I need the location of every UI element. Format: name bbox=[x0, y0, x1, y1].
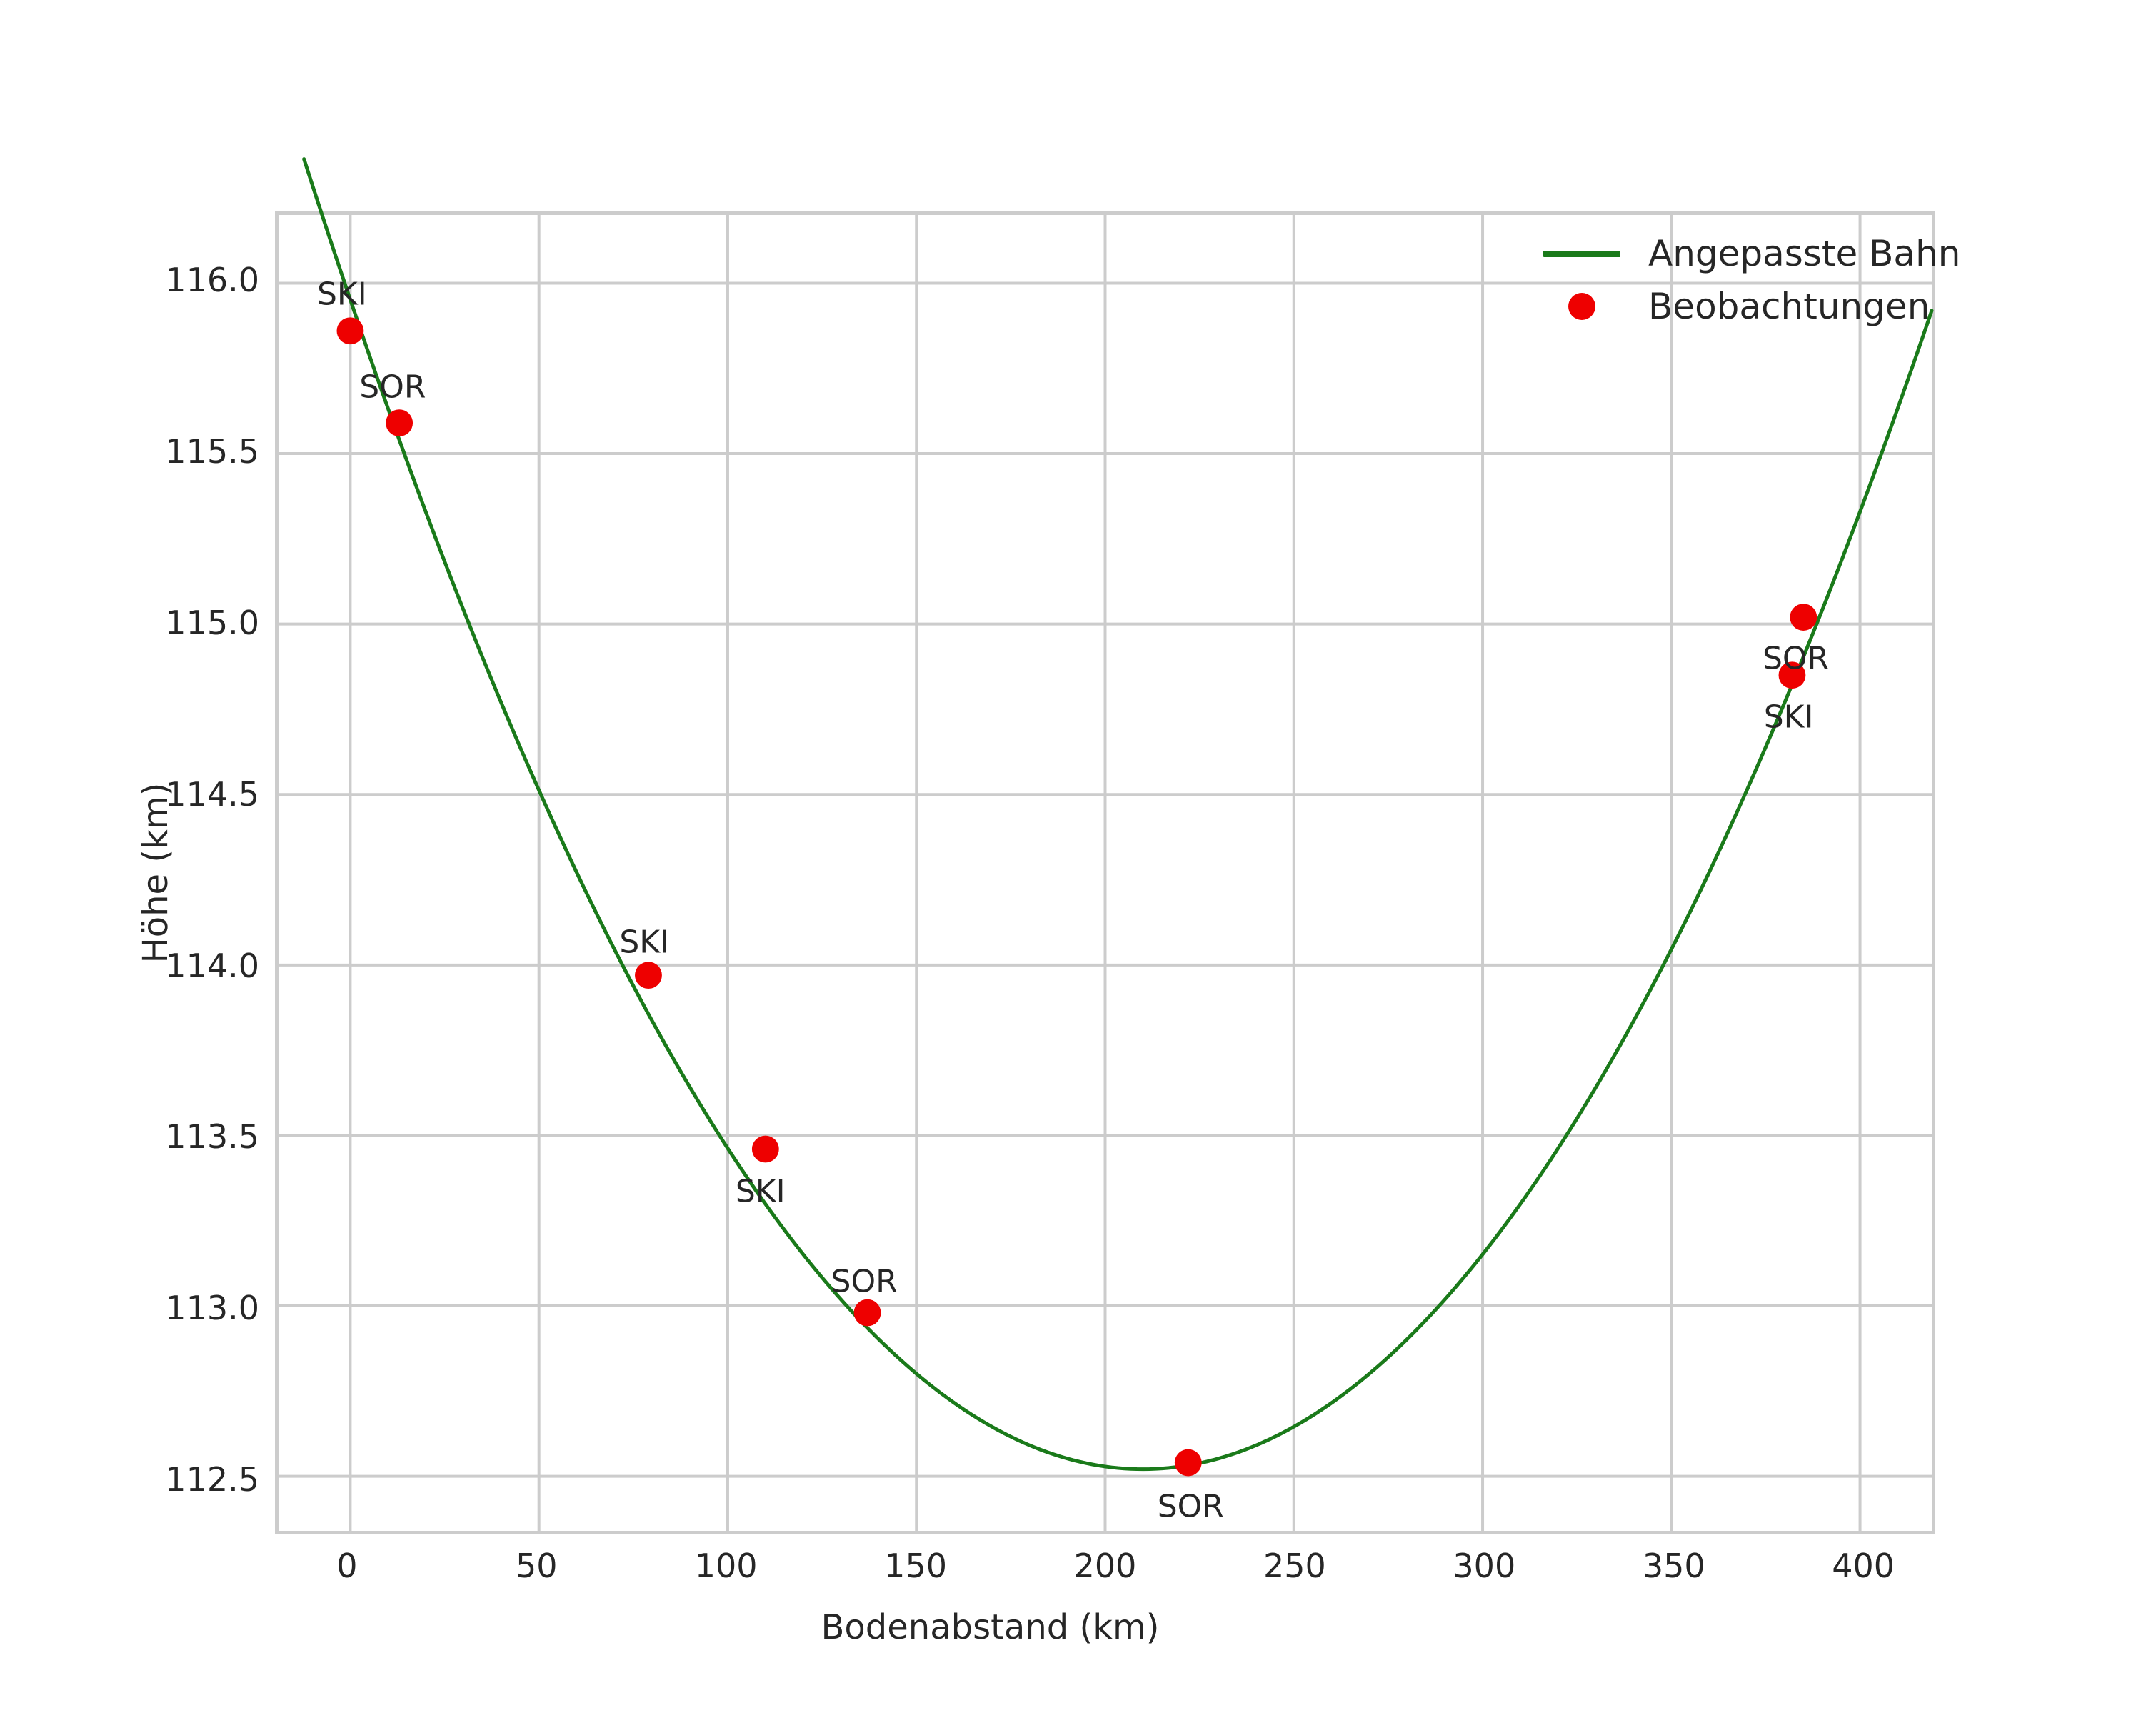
x-tick-label: 400 bbox=[1832, 1547, 1895, 1585]
y-tick-label: 113.0 bbox=[165, 1289, 259, 1328]
x-tick-label: 250 bbox=[1263, 1547, 1326, 1585]
data-layer bbox=[279, 215, 1932, 1477]
y-tick-label: 116.0 bbox=[165, 260, 259, 299]
data-point[interactable] bbox=[386, 409, 413, 436]
x-tick-label: 300 bbox=[1453, 1547, 1516, 1585]
data-point[interactable] bbox=[635, 962, 662, 989]
y-tick-label: 112.5 bbox=[165, 1460, 259, 1499]
y-tick-label: 115.0 bbox=[165, 603, 259, 642]
x-axis-title: Bodenabstand (km) bbox=[0, 1607, 2156, 1647]
x-tick-label: 0 bbox=[336, 1547, 358, 1585]
x-tick-label: 50 bbox=[515, 1547, 558, 1585]
x-tick-label: 350 bbox=[1642, 1547, 1705, 1585]
x-tick-label: 150 bbox=[884, 1547, 947, 1585]
legend-line-swatch bbox=[1528, 250, 1635, 257]
fitted-track-line bbox=[304, 159, 1932, 1469]
y-tick-label: 115.5 bbox=[165, 431, 259, 471]
data-point[interactable] bbox=[336, 317, 364, 345]
data-point[interactable] bbox=[1778, 661, 1806, 689]
legend-dot-swatch bbox=[1528, 293, 1635, 320]
plot-area: SKI SOR SKI SKI SOR SOR SOR SKI bbox=[275, 211, 1935, 1534]
legend: Angepasste Bahn Beobachtungen bbox=[1528, 227, 1960, 333]
data-point[interactable] bbox=[1174, 1449, 1202, 1477]
y-tick-label: 114.0 bbox=[165, 946, 259, 985]
data-point[interactable] bbox=[1790, 604, 1817, 631]
y-axis-title: Höhe (km) bbox=[136, 782, 176, 964]
x-axis-title-text: Bodenabstand (km) bbox=[821, 1607, 1160, 1647]
x-tick-label: 100 bbox=[694, 1547, 758, 1585]
gridlines bbox=[279, 215, 1932, 1531]
data-point[interactable] bbox=[751, 1135, 779, 1163]
x-tick-label: 200 bbox=[1073, 1547, 1137, 1585]
legend-item-fitted-track: Angepasste Bahn bbox=[1528, 227, 1960, 280]
y-tick-label: 113.5 bbox=[165, 1117, 259, 1157]
legend-label-observations: Beobachtungen bbox=[1648, 286, 1930, 327]
y-tick-label: 114.5 bbox=[165, 774, 259, 814]
legend-label-fitted-track: Angepasste Bahn bbox=[1648, 233, 1961, 274]
data-point[interactable] bbox=[853, 1299, 881, 1327]
legend-item-observations: Beobachtungen bbox=[1528, 280, 1930, 333]
plot-inner: SKI SOR SKI SKI SOR SOR SOR SKI bbox=[279, 215, 1932, 1531]
